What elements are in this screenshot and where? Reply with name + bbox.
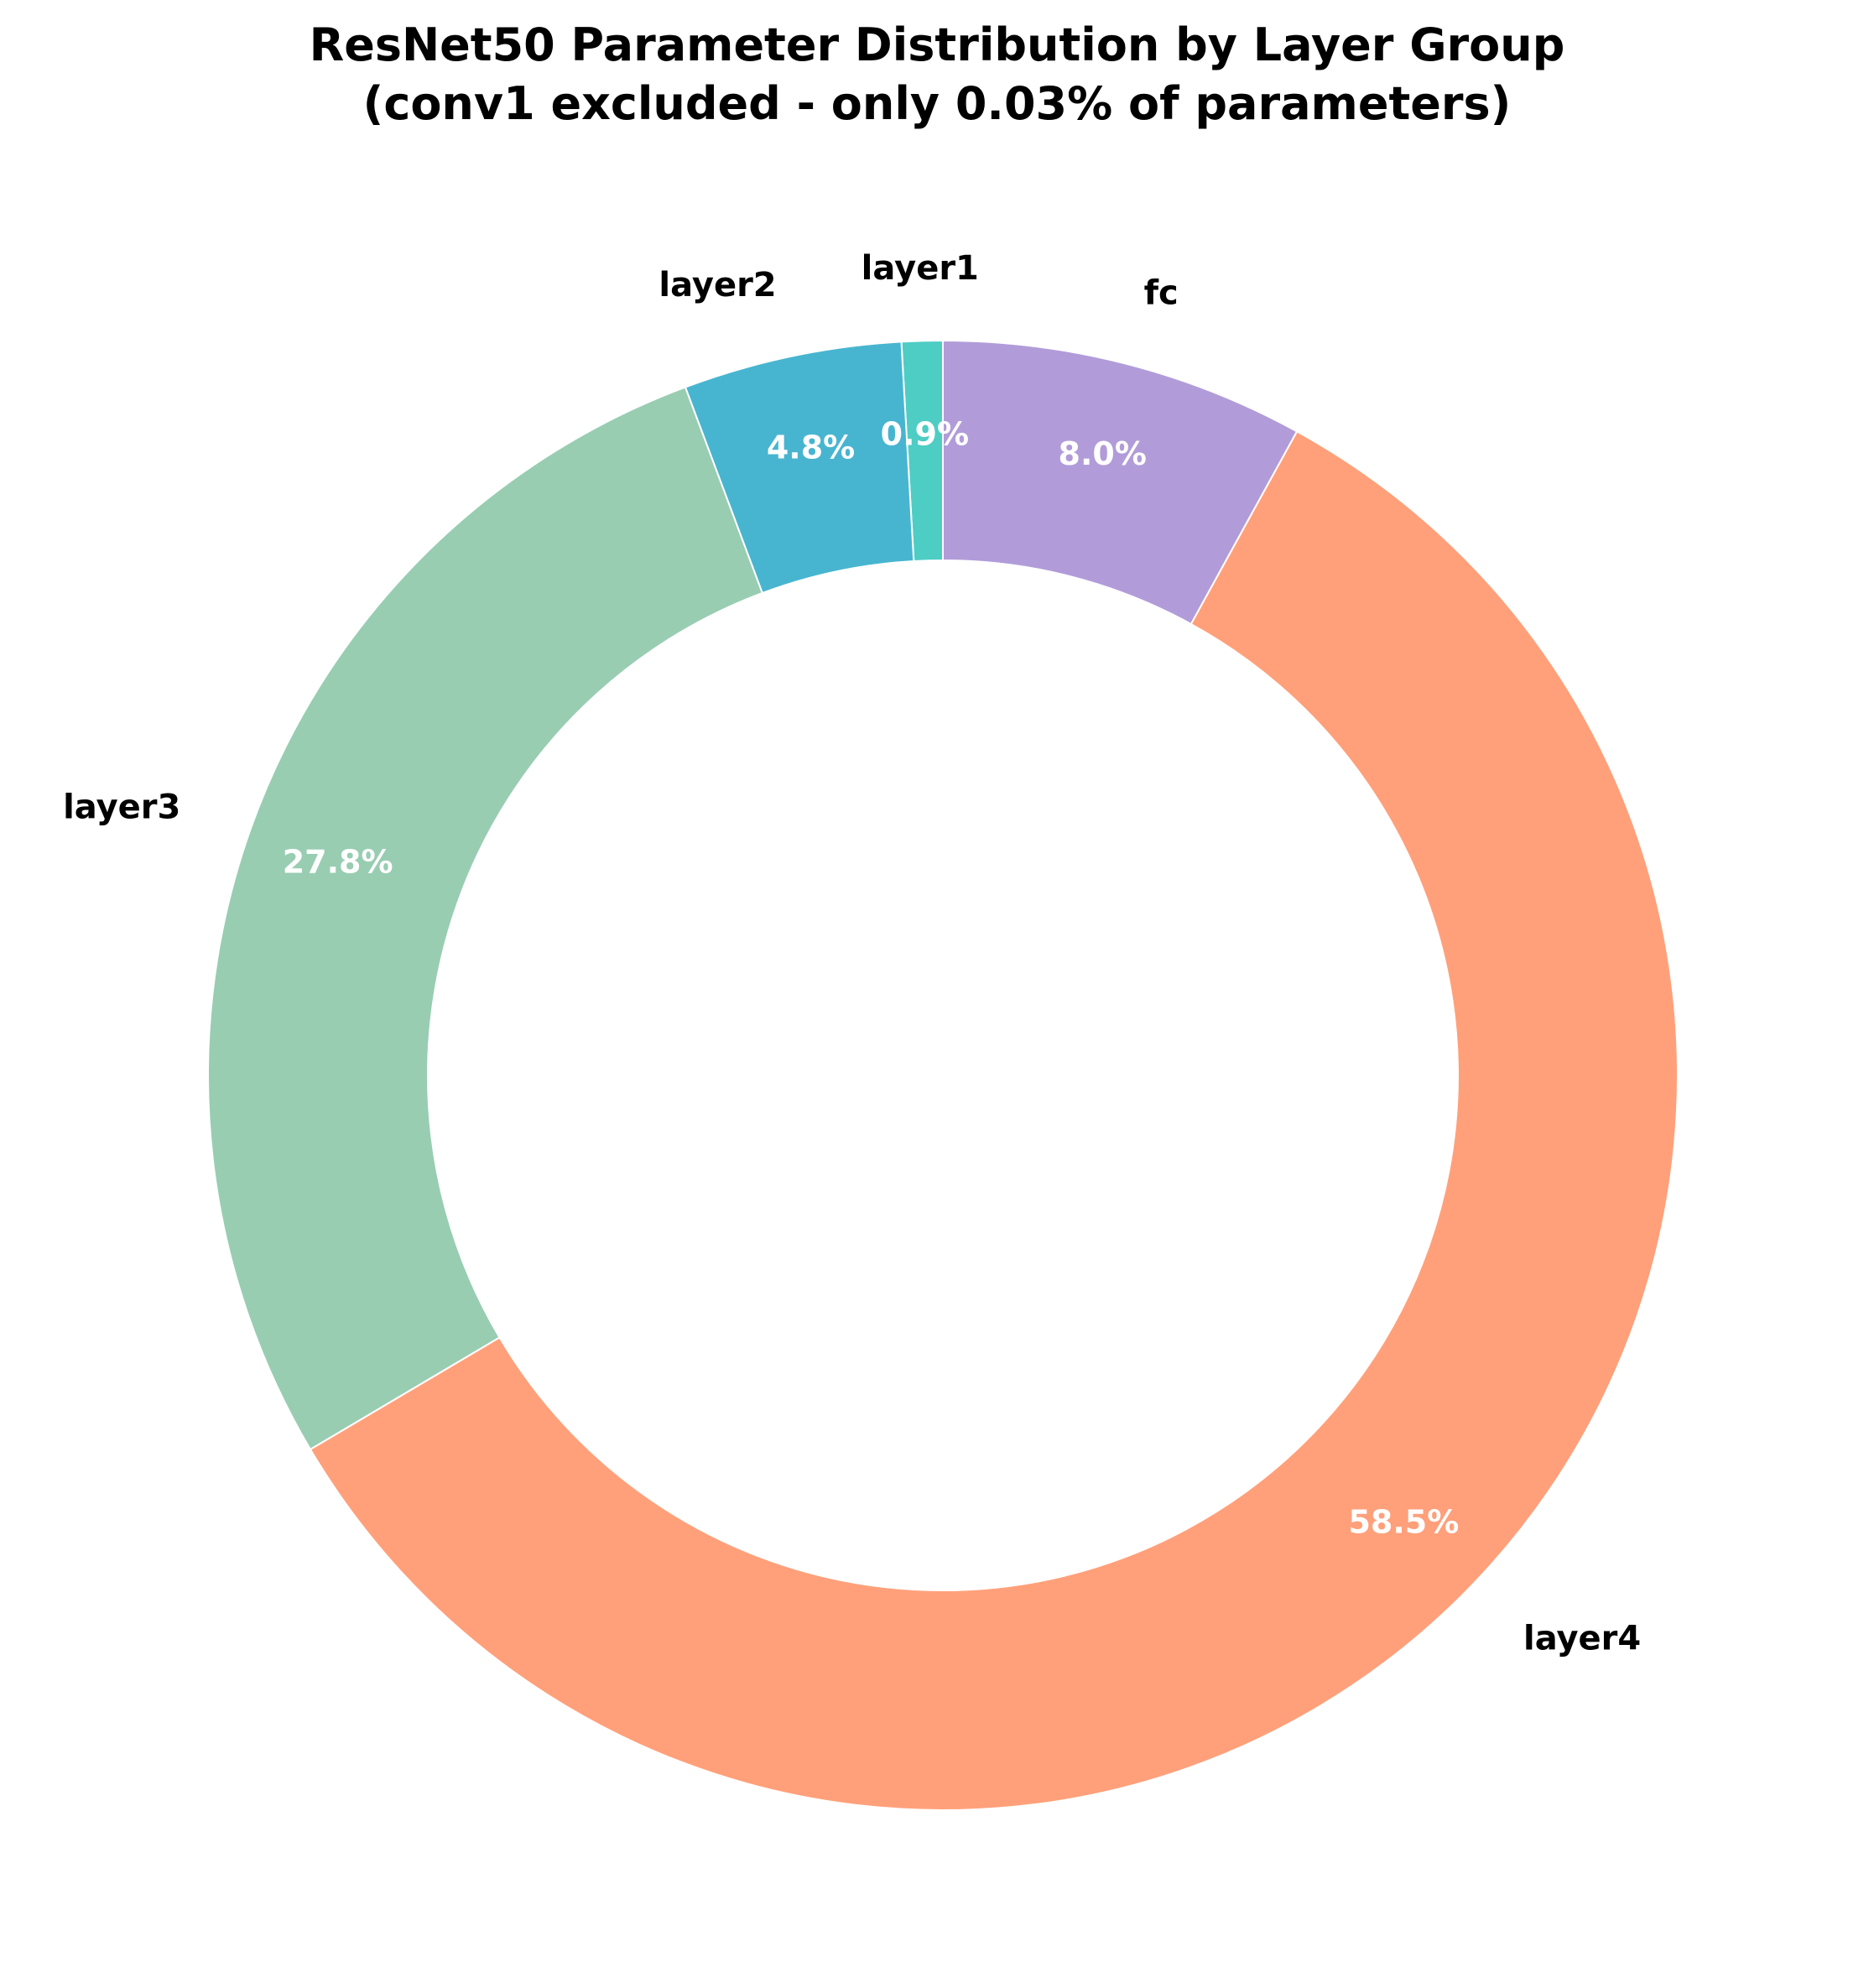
- pct-label-fc: 8.0%: [1059, 435, 1147, 472]
- label-layer2: layer2: [659, 266, 776, 304]
- label-fc: fc: [1144, 274, 1179, 313]
- slice-layer3: [208, 388, 763, 1449]
- pct-label-layer4: 58.5%: [1348, 1503, 1459, 1540]
- pct-label-layer3: 27.8%: [283, 843, 393, 880]
- donut-slices: [208, 341, 1678, 1810]
- label-layer4: layer4: [1523, 1620, 1641, 1658]
- label-layer3: layer3: [63, 788, 180, 826]
- pct-label-layer1: 0.9%: [881, 415, 969, 452]
- chart-title: ResNet50 Parameter Distribution by Layer…: [310, 18, 1565, 71]
- label-layer1: layer1: [862, 249, 979, 288]
- chart-subtitle: (conv1 excluded - only 0.03% of paramete…: [363, 77, 1512, 130]
- pct-label-layer2: 4.8%: [767, 429, 855, 466]
